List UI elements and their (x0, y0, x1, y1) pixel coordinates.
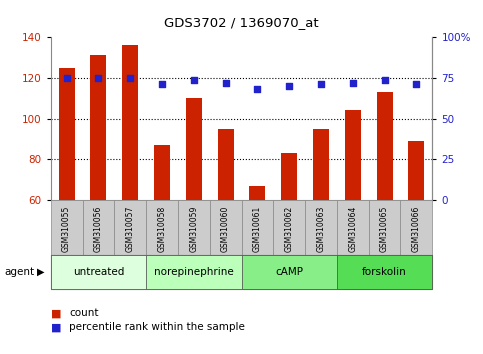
Bar (345, 110, 361, 322)
Text: GSM310056: GSM310056 (94, 205, 103, 252)
Bar (242, 200, 273, 255)
Text: ■: ■ (51, 308, 61, 318)
Bar (377, 92, 393, 322)
Bar (178, 200, 210, 255)
Bar (154, 145, 170, 322)
Bar (218, 129, 234, 322)
Bar (409, 141, 425, 322)
Bar (146, 255, 242, 289)
Point (127, 75, 134, 81)
Point (317, 81, 325, 87)
Bar (186, 98, 202, 322)
Point (285, 83, 293, 89)
Bar (114, 200, 146, 255)
Bar (122, 45, 138, 322)
Text: ▶: ▶ (37, 267, 45, 277)
Bar (210, 200, 242, 255)
Text: percentile rank within the sample: percentile rank within the sample (69, 322, 245, 332)
Text: GSM310062: GSM310062 (284, 205, 294, 252)
Bar (313, 129, 329, 322)
Text: GSM310059: GSM310059 (189, 205, 199, 252)
Text: norepinephrine: norepinephrine (154, 267, 234, 277)
Point (412, 81, 420, 87)
Point (95, 75, 102, 81)
Point (381, 77, 388, 82)
Text: GSM310064: GSM310064 (348, 205, 357, 252)
Text: GSM310066: GSM310066 (412, 205, 421, 252)
Text: GSM310058: GSM310058 (157, 205, 167, 252)
Text: GDS3702 / 1369070_at: GDS3702 / 1369070_at (164, 16, 319, 29)
Text: cAMP: cAMP (275, 267, 303, 277)
Text: GSM310063: GSM310063 (316, 205, 326, 252)
Bar (58, 68, 74, 322)
Bar (242, 255, 337, 289)
Text: agent: agent (5, 267, 35, 277)
Point (190, 77, 198, 82)
Bar (146, 200, 178, 255)
Point (222, 80, 229, 86)
Bar (249, 186, 265, 322)
Bar (337, 200, 369, 255)
Text: GSM310060: GSM310060 (221, 205, 230, 252)
Text: ■: ■ (51, 322, 61, 332)
Bar (337, 255, 432, 289)
Text: GSM310061: GSM310061 (253, 205, 262, 252)
Text: GSM310065: GSM310065 (380, 205, 389, 252)
Point (254, 86, 261, 92)
Bar (90, 56, 106, 322)
Point (349, 80, 356, 86)
Text: GSM310055: GSM310055 (62, 205, 71, 252)
Bar (400, 200, 432, 255)
Bar (83, 200, 114, 255)
Point (158, 81, 166, 87)
Bar (51, 255, 146, 289)
Bar (369, 200, 400, 255)
Bar (305, 200, 337, 255)
Text: GSM310057: GSM310057 (126, 205, 135, 252)
Bar (281, 153, 297, 322)
Text: count: count (69, 308, 99, 318)
Point (63, 75, 71, 81)
Bar (273, 200, 305, 255)
Bar (51, 200, 83, 255)
Text: forskolin: forskolin (362, 267, 407, 277)
Text: untreated: untreated (73, 267, 124, 277)
